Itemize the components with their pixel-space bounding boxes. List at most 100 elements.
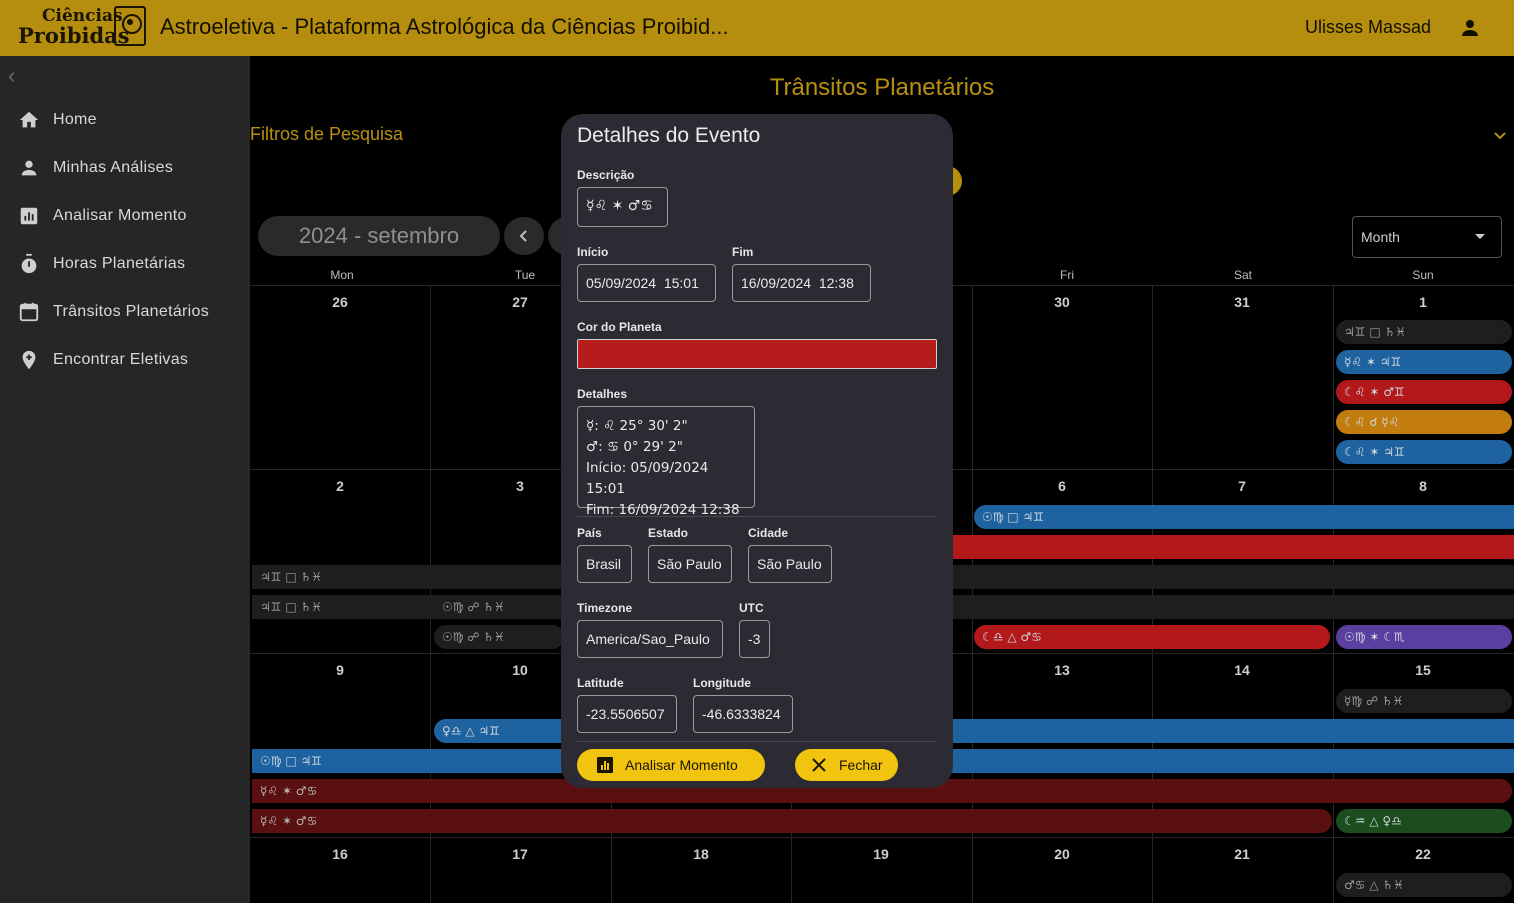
day-number[interactable]: 6 (1058, 478, 1066, 494)
day-number[interactable]: 27 (512, 294, 528, 310)
fechar-button[interactable]: Fechar (795, 749, 898, 781)
filters-toggle[interactable]: Filtros de Pesquisa (250, 124, 404, 144)
day-number[interactable]: 3 (516, 478, 524, 494)
detalhes-line: Fim: 16/09/2024 12:38 (586, 502, 740, 518)
chevron-down-icon[interactable] (1492, 128, 1508, 144)
calendar-event[interactable]: ☿♌ ✶ ♂♋ (252, 809, 1332, 833)
sidebar: ‹ Home Minhas Análises Analisar Momento … (0, 56, 250, 903)
calendar-icon (19, 302, 39, 322)
cidade-label: Cidade (748, 526, 789, 540)
sidebar-item-encontrar-eletivas[interactable]: Encontrar Eletivas (0, 340, 250, 380)
divider (577, 516, 937, 517)
current-month-label: 2024 - setembro (258, 216, 500, 256)
day-number[interactable]: 9 (336, 662, 344, 678)
pais-field[interactable]: Brasil (577, 545, 632, 583)
sidebar-item-transitos-planetarios[interactable]: Trânsitos Planetários (0, 292, 250, 332)
day-number[interactable]: 20 (1054, 846, 1070, 862)
calendar-event[interactable]: ☾♒ △ ♀♎ (1336, 809, 1512, 833)
detalhes-field[interactable]: ☿: ♌ 25° 30' 2" ♂: ♋ 0° 29' 2" Início: 0… (577, 406, 755, 518)
descricao-field[interactable]: ☿♌ ✶ ♂♋ (577, 187, 668, 227)
day-number[interactable]: 13 (1054, 662, 1070, 678)
close-icon (812, 758, 826, 772)
prev-month-button[interactable] (504, 217, 544, 255)
day-number[interactable]: 2 (336, 478, 344, 494)
calendar-event[interactable]: ☉♍ ☍ ♄♓ (434, 625, 564, 649)
chart-icon (597, 757, 613, 773)
fim-field[interactable]: 16/09/2024 12:38 (732, 264, 871, 302)
app-title: Astroeletiva - Plataforma Astrológica da… (160, 14, 729, 39)
page-title: Trânsitos Planetários (769, 74, 995, 101)
day-number[interactable]: 30 (1054, 294, 1070, 310)
day-number[interactable]: 16 (332, 846, 348, 862)
weekday-label: Mon (330, 268, 354, 282)
day-number[interactable]: 26 (332, 294, 348, 310)
sidebar-item-label: Analisar Momento (53, 207, 187, 224)
grid-line (430, 285, 431, 903)
cor-planeta-label: Cor do Planeta (577, 320, 662, 334)
pais-label: País (577, 526, 602, 540)
calendar-event[interactable]: ☾♌ ✶ ♂♊ (1336, 380, 1512, 404)
day-number[interactable]: 15 (1415, 662, 1431, 678)
fim-label: Fim (732, 245, 754, 259)
account-icon[interactable] (1458, 16, 1482, 40)
calendar-event[interactable]: ☉♍ ☍ ♄♓ (442, 600, 505, 614)
sidebar-item-label: Horas Planetárias (53, 255, 186, 272)
calendar-event[interactable]: ☾♌ ☌ ☿♌ (1336, 410, 1512, 434)
brand-logo[interactable]: Ciências Proibidas (16, 4, 148, 50)
calendar-event[interactable] (950, 535, 1514, 559)
estado-field[interactable]: São Paulo (648, 545, 732, 583)
detalhes-line: Início: 05/09/2024 15:01 (586, 460, 709, 497)
book-icon (114, 6, 146, 46)
detalhes-label: Detalhes (577, 387, 628, 401)
sidebar-item-label: Encontrar Eletivas (53, 351, 189, 368)
user-name[interactable]: Ulisses Massad (1305, 17, 1432, 37)
calendar-event[interactable]: ☉♍ ✶ ☾♏ (1336, 625, 1512, 649)
longitude-label: Longitude (693, 676, 751, 690)
analisar-momento-button[interactable]: Analisar Momento (577, 749, 765, 781)
calendar-event[interactable]: ♃♊ □ ♄♓ (1336, 320, 1512, 344)
event-details-dialog: Detalhes do Evento Descrição ☿♌ ✶ ♂♋ Iní… (561, 114, 953, 788)
inicio-field[interactable]: 05/09/2024 15:01 (577, 264, 716, 302)
grid-line (972, 285, 973, 903)
calendar-event[interactable]: ☿♍ ☍ ♄♓ (1336, 689, 1512, 713)
grid-line (250, 837, 1514, 838)
day-number[interactable]: 19 (873, 846, 889, 862)
day-number[interactable]: 14 (1234, 662, 1250, 678)
longitude-field[interactable]: -46.6333824 (693, 695, 793, 733)
caret-down-icon (1475, 234, 1485, 239)
weekday-label: Sun (1412, 268, 1434, 282)
day-number[interactable]: 22 (1415, 846, 1431, 862)
day-number[interactable]: 18 (693, 846, 709, 862)
cidade-field[interactable]: São Paulo (748, 545, 832, 583)
chevron-left-icon[interactable]: ‹ (8, 63, 16, 88)
latitude-field[interactable]: -23.5506507 (577, 695, 677, 733)
location-pin-icon (22, 350, 36, 370)
button-label: Fechar (839, 757, 883, 773)
top-app-bar: Ciências Proibidas Astroeletiva - Plataf… (0, 0, 1514, 56)
day-number[interactable]: 21 (1234, 846, 1250, 862)
descricao-label: Descrição (577, 168, 635, 182)
day-number[interactable]: 17 (512, 846, 528, 862)
sidebar-item-home[interactable]: Home (0, 100, 250, 140)
day-number[interactable]: 1 (1419, 294, 1427, 310)
day-number[interactable]: 8 (1419, 478, 1427, 494)
sidebar-item-label: Minhas Análises (53, 159, 174, 176)
sidebar-item-minhas-analises[interactable]: Minhas Análises (0, 148, 250, 188)
timezone-field[interactable]: America/Sao_Paulo (577, 620, 723, 658)
sidebar-item-horas-planetarias[interactable]: Horas Planetárias (0, 244, 250, 284)
day-number[interactable]: 7 (1238, 478, 1246, 494)
detalhes-line: ♂: ♋ 0° 29' 2" (586, 439, 683, 455)
utc-field[interactable]: -3 (739, 620, 770, 658)
planet-color-swatch[interactable] (577, 339, 937, 369)
day-number[interactable]: 10 (512, 662, 528, 678)
calendar-event[interactable]: ☉♍ □ ♃♊ (974, 505, 1514, 529)
view-select[interactable]: Month (1352, 216, 1502, 258)
calendar-event[interactable]: ♂♋ △ ♄♓ (1336, 873, 1512, 897)
weekday-label: Tue (514, 268, 536, 282)
chart-icon (20, 207, 38, 225)
calendar-event[interactable]: ☾♌ ✶ ♃♊ (1336, 440, 1512, 464)
calendar-event[interactable]: ☿♌ ✶ ♃♊ (1336, 350, 1512, 374)
sidebar-item-analisar-momento[interactable]: Analisar Momento (0, 196, 250, 236)
day-number[interactable]: 31 (1234, 294, 1250, 310)
calendar-event[interactable]: ☾♎ △ ♂♋ (974, 625, 1330, 649)
